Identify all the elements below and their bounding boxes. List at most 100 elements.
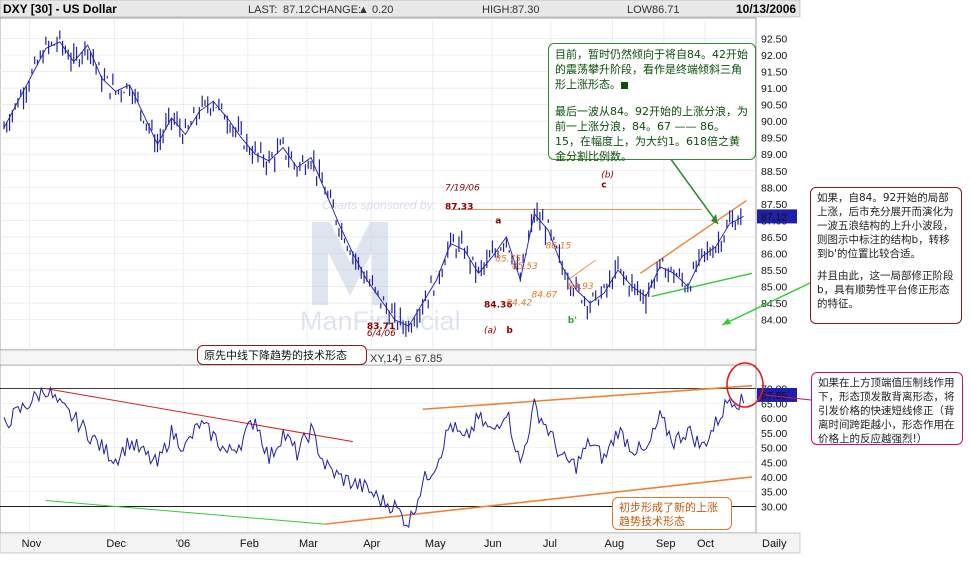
- header-last-label: LAST:: [248, 4, 277, 16]
- header-last: 87.12: [283, 4, 311, 16]
- header-date: 10/13/2006: [736, 2, 796, 16]
- price-tick-label: 84.50: [761, 298, 787, 310]
- price-annotation: 85.75: [495, 255, 521, 265]
- x-tick-label: Jul: [543, 538, 557, 550]
- rsi-tick-label: 45.00: [761, 457, 787, 469]
- price-annotation: (a): [484, 326, 497, 336]
- rsi-tick-label: 30.00: [761, 501, 787, 513]
- x-tick-label: '06: [176, 538, 190, 550]
- note-right-text-2: 并且由此，这一局部修正阶段b，具有顺势性平台修正形态的特征。: [817, 270, 954, 310]
- x-tick-label: May: [425, 538, 446, 550]
- x-tick-label: Jun: [484, 538, 502, 550]
- price-tick-label: 90.50: [761, 100, 787, 112]
- x-axis-bar: [0, 532, 801, 554]
- price-annotation: 85.53: [512, 262, 538, 272]
- header-low: 86.71: [652, 4, 680, 16]
- price-annotation: b: [506, 326, 513, 336]
- x-tick-label: Dec: [106, 538, 126, 550]
- x-axis: Nov Dec '06 Feb Mar Apr May Jun Jul Aug Sep Oct Dail…: [22, 538, 787, 550]
- rsi-label-bar: [0, 349, 757, 366]
- note-wave-structure: 如果，自84。92开始的局部上涨，后市充分展开而演化为一波五浪结构的上升小波段，…: [810, 187, 962, 324]
- price-annotation: 84.42: [506, 299, 532, 309]
- right-note-arrowhead: [722, 318, 731, 325]
- note-red-text: 原先中线下降趋势的技术形态: [204, 349, 347, 362]
- header-high-label: HIGH:: [482, 4, 513, 16]
- price-last-value: 87.12: [761, 211, 787, 223]
- rsi-tick-label: 35.00: [761, 487, 787, 499]
- x-tick-label: Nov: [22, 538, 42, 550]
- rsi-tick-label: 60.00: [761, 413, 787, 425]
- note-green-text-2: 最后一波从84。92开始的上涨分浪，为前一上涨分浪，84。67 —— 86。15…: [555, 105, 748, 163]
- note-right-text: 如果，自84。92开始的局部上涨，后市充分展开而演化为一波五浪结构的上升小波段，…: [817, 192, 954, 260]
- price-tick-label: 88.00: [761, 182, 787, 194]
- watermark-line1: Charts sponsored by:: [322, 198, 436, 212]
- x-tick-label: Aug: [605, 538, 625, 550]
- rsi-tick-label: 40.00: [761, 472, 787, 484]
- rsi-bottom-trendline: [45, 500, 326, 525]
- note-terminal-triangle: 目前，暂时仍然倾向于将自84。42开始的震荡攀升阶段，看作是终端倾斜三角形上涨形…: [548, 43, 756, 163]
- rsi-label: XY,14) = 67.85: [370, 353, 442, 365]
- price-tick-label: 91.00: [761, 83, 787, 95]
- price-tick-label: 89.50: [761, 133, 787, 145]
- change-up-icon: ▲: [358, 4, 369, 16]
- price-annotation: 84.36: [484, 301, 512, 311]
- price-annotation: 6/4/06: [367, 329, 396, 339]
- price-line: [3, 41, 744, 327]
- price-annotation: 87.33: [445, 202, 473, 212]
- price-tick-label: 88.50: [761, 166, 787, 178]
- rsi-down-trendline: [45, 388, 353, 443]
- header-symbol: DXY [30] - US Dollar: [3, 2, 117, 16]
- price-annotation: 7/19/06: [445, 184, 480, 194]
- price-tick-label: 87.50: [761, 199, 787, 211]
- x-tick-label: Apr: [363, 538, 380, 550]
- price-annotation: b': [568, 316, 577, 326]
- price-tick-label: 90.00: [761, 116, 787, 128]
- upper-wedge-line: [639, 199, 747, 274]
- rsi-series: [3, 386, 745, 529]
- price-tick-label: 89.00: [761, 149, 787, 161]
- header-low-label: LOW:: [627, 4, 655, 16]
- header-high: 87.30: [512, 4, 540, 16]
- price-annotation: 84.93: [568, 282, 594, 292]
- price-y-axis: 92.50 92.00 91.50 91.00 90.50 90.00 89.50 89.00…: [757, 34, 797, 327]
- price-tick-label: 91.50: [761, 67, 787, 79]
- rsi-tick-label: 55.00: [761, 428, 787, 440]
- x-tick-label: Feb: [240, 538, 259, 550]
- rsi-y-axis: 70.0065.0060.0055.0050.0045.0040.0035.00…: [757, 384, 797, 513]
- right-note-pointer: [721, 282, 811, 326]
- lower-wedge-line: [651, 272, 753, 298]
- price-last-tag: 87.12: [757, 209, 797, 224]
- note-new-uptrend: 初步形成了新的上涨趋势技术形态: [612, 497, 732, 530]
- x-tick-label: Daily: [762, 538, 787, 550]
- x-tick-label: Mar: [299, 538, 318, 550]
- square-icon: [621, 81, 628, 89]
- watermark-logo-icon: [312, 222, 388, 305]
- subwave-line: [567, 259, 596, 281]
- note-pink-text: 如果在上方顶端值压制线作用下，形态顶发散背离形态，将引发价格的快速短线修正（背离…: [818, 377, 955, 445]
- rsi-grid: [0, 365, 756, 533]
- pink-note-pointer: [764, 394, 812, 401]
- price-tick-label: 86.50: [761, 232, 787, 244]
- price-annotation: c: [601, 180, 606, 190]
- price-annotation: 83.71: [367, 322, 395, 332]
- x-tick-label: Sep: [656, 538, 676, 550]
- price-series: [3, 30, 744, 337]
- watermark-line2: ManFinancial: [300, 306, 461, 336]
- price-annotation: 84.67: [532, 290, 558, 300]
- header-change-label: CHANGE:: [311, 4, 361, 16]
- rsi-up-trendline: [324, 476, 753, 525]
- rsi-tick-label: 50.00: [761, 443, 787, 455]
- price-overlay: [450, 199, 753, 298]
- price-annotation: a: [495, 217, 501, 227]
- rsi-overlay: [45, 384, 753, 525]
- divergence-circle: [726, 362, 764, 408]
- price-tick-label: 86.00: [761, 248, 787, 260]
- price-annotation: (b): [601, 170, 614, 180]
- price-tick-label: 84.00: [761, 315, 787, 327]
- price-annotation: 86.15: [545, 241, 571, 251]
- price-tick-label: 85.50: [761, 265, 787, 277]
- price-tick-label: 92.00: [761, 50, 787, 62]
- green-note-arrowhead: [711, 214, 718, 224]
- note-orange-text: 初步形成了新的上涨趋势技术形态: [619, 501, 718, 528]
